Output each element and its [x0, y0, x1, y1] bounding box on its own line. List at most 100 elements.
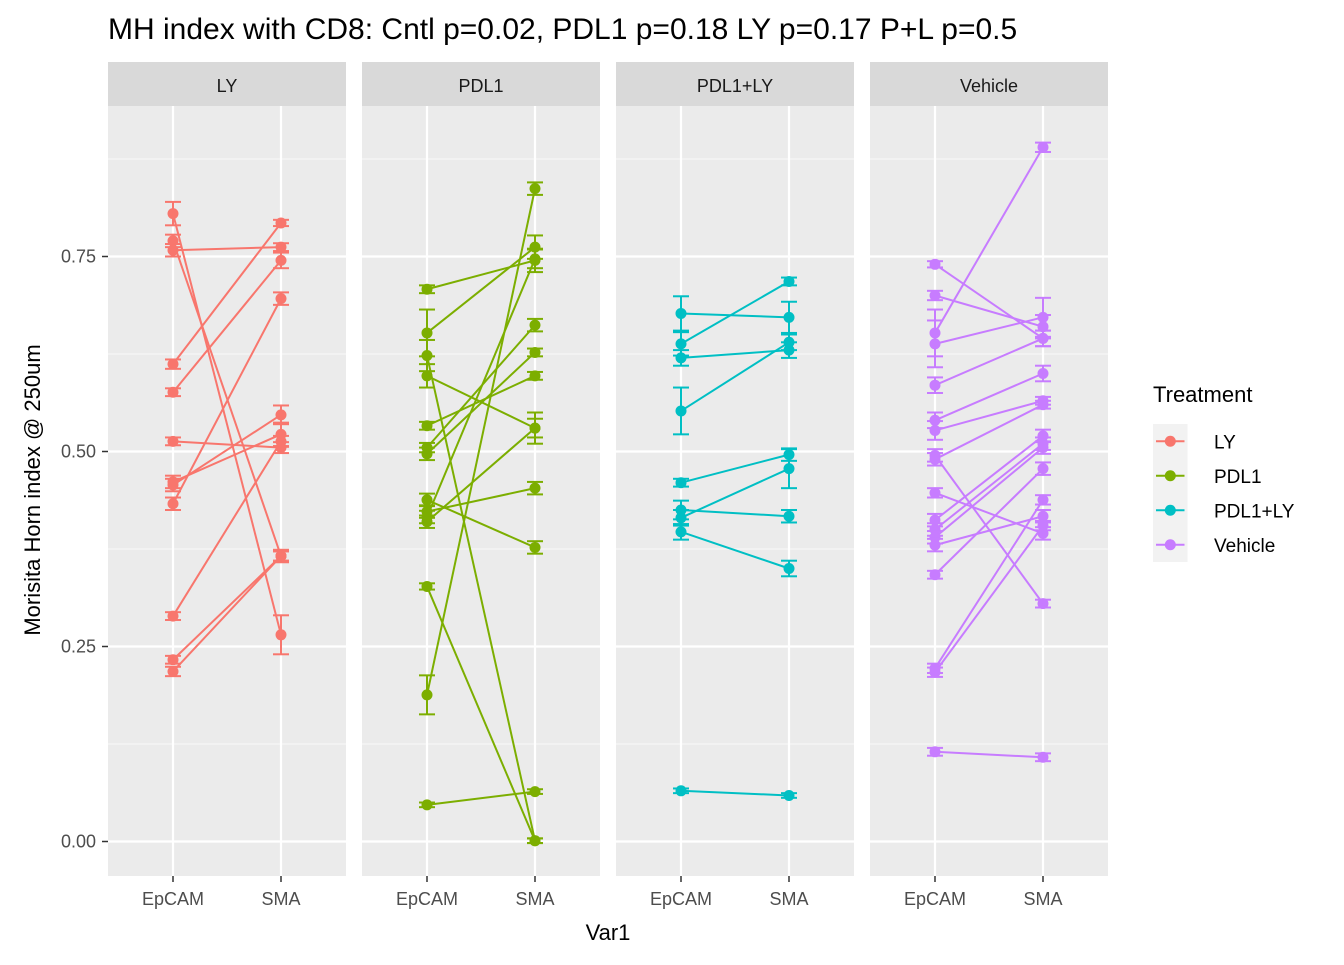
x-axis-label: Var1: [586, 920, 631, 945]
data-point: [529, 541, 541, 553]
data-point: [529, 786, 541, 798]
panel-background: [362, 106, 600, 876]
data-point: [783, 311, 795, 323]
series-line: [680, 509, 790, 518]
series-line: [172, 222, 282, 365]
facet-strip-label: Vehicle: [960, 76, 1018, 96]
series-line: [934, 515, 1044, 547]
facet-panels: 0.00 0.25 0.50 0.75 LY EpCAM SMA PDL1 EpCAM SMA PD…: [61, 62, 1108, 909]
series-line: [934, 435, 1044, 521]
series-line: [934, 467, 1044, 576]
data-point: [275, 293, 287, 305]
data-point: [783, 789, 795, 801]
data-point: [783, 336, 795, 348]
data-point: [1037, 399, 1049, 411]
data-point: [421, 327, 433, 339]
x-tick-label: SMA: [769, 889, 808, 909]
data-point: [275, 435, 287, 447]
series-line: [934, 263, 1044, 340]
data-point: [421, 420, 433, 432]
data-point: [529, 370, 541, 382]
series-line: [680, 280, 790, 345]
series-line: [934, 337, 1044, 387]
x-tick-label: EpCAM: [904, 889, 966, 909]
data-point: [675, 307, 687, 319]
data-point: [167, 386, 179, 398]
legend: Treatment LY PDL1 PDL1+LY Vehicle: [1153, 382, 1295, 562]
data-point: [529, 482, 541, 494]
data-point: [167, 665, 179, 677]
series-line: [426, 259, 536, 291]
data-point: [167, 654, 179, 666]
series-line: [172, 555, 282, 661]
series-line: [934, 372, 1044, 422]
legend-key-point: [1164, 539, 1176, 551]
data-point: [1037, 141, 1049, 153]
data-point: [529, 183, 541, 195]
data-point: [421, 580, 433, 592]
data-point: [675, 785, 687, 797]
y-axis-label: Morisita Horn index @ 250um: [20, 344, 45, 635]
data-point: [1037, 463, 1049, 475]
data-point: [275, 409, 287, 421]
legend-key-point: [1164, 470, 1176, 482]
series-line: [934, 403, 1044, 461]
series-line: [426, 487, 536, 513]
series-line: [426, 258, 536, 518]
legend-key-point: [1164, 504, 1176, 516]
data-point: [167, 610, 179, 622]
series-line: [934, 446, 1044, 539]
data-point: [783, 563, 795, 574]
data-point: [421, 516, 433, 528]
series-line: [680, 349, 790, 359]
data-point: [1037, 520, 1049, 532]
panel-background: [870, 106, 1108, 876]
data-point: [929, 524, 941, 535]
data-point: [929, 453, 941, 465]
x-tick-label: EpCAM: [142, 889, 204, 909]
facet-strip-label: PDL1: [458, 76, 503, 96]
data-point: [929, 539, 941, 551]
series-line: [426, 427, 536, 523]
panel-background: [616, 106, 854, 876]
legend-entry-label: LY: [1214, 432, 1236, 453]
data-point: [929, 487, 941, 499]
series-line: [680, 312, 790, 319]
facet-strip: [108, 62, 346, 106]
panel-background: [108, 106, 346, 876]
series-line: [172, 555, 282, 673]
legend-entry-label: PDL1: [1214, 467, 1262, 488]
data-point: [675, 405, 687, 417]
x-tick-label: SMA: [515, 889, 554, 909]
data-point: [1037, 442, 1049, 454]
legend-title: Treatment: [1153, 382, 1252, 407]
data-point: [1037, 430, 1049, 442]
data-point: [167, 208, 179, 220]
series-line: [426, 790, 536, 806]
y-tick-label: 0.50: [61, 442, 96, 462]
data-point: [783, 463, 795, 475]
data-point: [421, 283, 433, 295]
data-point: [675, 338, 687, 350]
data-point: [929, 338, 941, 350]
data-point: [783, 275, 795, 287]
data-point: [929, 531, 941, 543]
data-point: [1037, 751, 1049, 763]
x-tick-label: EpCAM: [650, 889, 712, 909]
series-line: [680, 467, 790, 519]
data-point: [529, 253, 541, 265]
data-point: [421, 799, 433, 811]
series-line: [172, 240, 282, 557]
data-point: [167, 435, 179, 447]
series-line: [934, 750, 1044, 759]
data-point: [421, 689, 433, 701]
data-point: [675, 352, 687, 364]
data-point: [1037, 494, 1049, 506]
legend-entry-label: Vehicle: [1214, 536, 1275, 557]
y-tick-label: 0.00: [61, 832, 96, 852]
data-point: [929, 290, 941, 301]
series-line: [934, 454, 1044, 605]
data-point: [1037, 510, 1049, 522]
x-tick-label: EpCAM: [396, 889, 458, 909]
